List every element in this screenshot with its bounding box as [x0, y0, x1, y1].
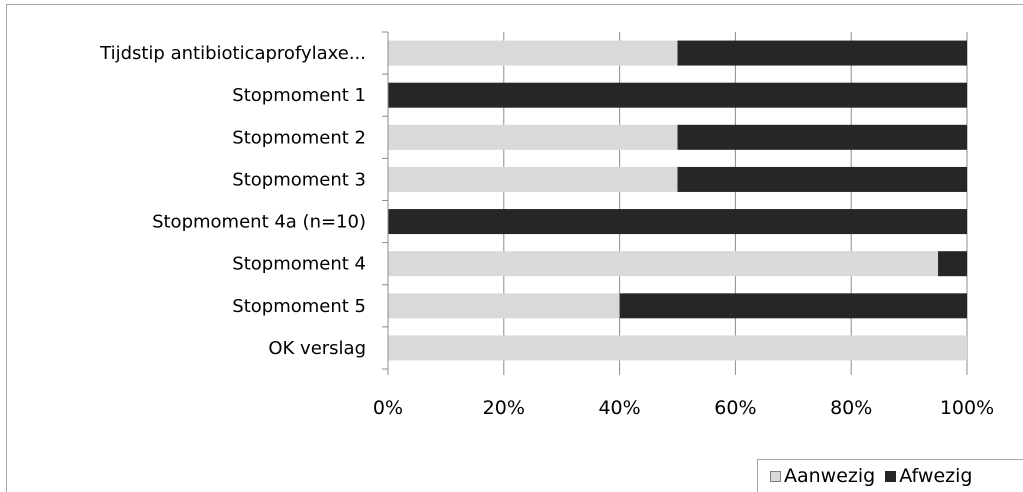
- bar-segment-afwezig: [677, 124, 967, 150]
- bar-segment-aanwezig: [388, 251, 939, 277]
- legend-label-afwezig: Afwezig: [899, 465, 973, 487]
- axes: [382, 31, 389, 370]
- bar-segment-aanwezig: [388, 166, 678, 192]
- legend-swatch-aanwezig: [770, 470, 781, 482]
- bar-segment-afwezig: [388, 209, 967, 235]
- bar-segment-aanwezig: [388, 40, 678, 66]
- legend-label-aanwezig: Aanwezig: [784, 465, 876, 487]
- tick-labels: 0% 20% 40% 60% 80% 100%: [373, 397, 994, 419]
- bar-segment-afwezig: [619, 293, 967, 319]
- legend-item-aanwezig: Aanwezig: [770, 465, 875, 487]
- category-label: OK verslag: [268, 338, 366, 359]
- x-tick-label: 20%: [483, 397, 525, 419]
- category-label: Stopmoment 2: [232, 127, 366, 148]
- bar-segment-afwezig: [677, 166, 967, 192]
- category-label: Stopmoment 5: [232, 296, 366, 317]
- chart-frame: [6, 4, 1023, 492]
- category-label: Tijdstip antibioticaprofylaxe...: [99, 43, 366, 64]
- x-tick-label: 80%: [830, 397, 872, 419]
- legend: Aanwezig Afwezig: [757, 459, 1023, 492]
- bar-segment-aanwezig: [388, 335, 967, 361]
- bars: [388, 40, 967, 361]
- category-label: Stopmoment 4a (n=10): [152, 212, 366, 233]
- legend-swatch-afwezig: [885, 470, 897, 482]
- bar-segment-afwezig: [677, 40, 967, 66]
- bar-segment-afwezig: [938, 251, 967, 277]
- x-tick-label: 0%: [373, 397, 403, 419]
- category-label: Stopmoment 3: [232, 169, 366, 190]
- bar-segment-afwezig: [388, 82, 967, 108]
- x-tick-label: 60%: [714, 397, 756, 419]
- bar-segment-aanwezig: [388, 124, 678, 150]
- x-tick-label: 40%: [598, 397, 640, 419]
- category-label: Stopmoment 4: [232, 254, 366, 275]
- category-label: Stopmoment 1: [232, 85, 366, 106]
- x-tick-label: 100%: [940, 397, 994, 419]
- legend-item-afwezig: Afwezig: [885, 465, 972, 487]
- bar-segment-aanwezig: [388, 293, 620, 319]
- category-labels: Tijdstip antibioticaprofylaxe... Stopmome…: [99, 43, 366, 359]
